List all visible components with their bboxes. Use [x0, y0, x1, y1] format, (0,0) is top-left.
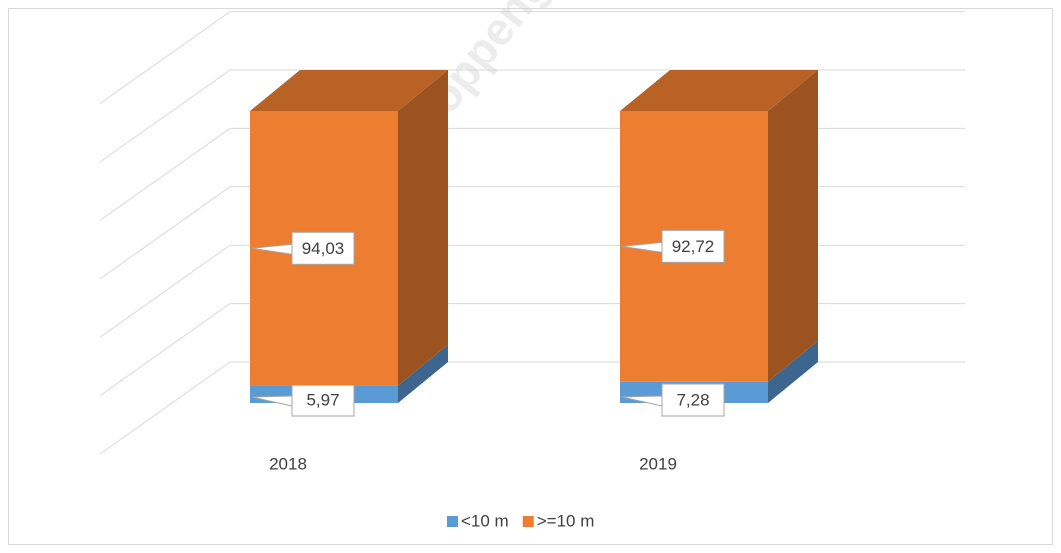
bar-side [768, 340, 818, 403]
legend-label: <10 m [461, 511, 509, 530]
legend-swatch [522, 516, 534, 527]
data-label: 5,97 [306, 390, 339, 409]
data-label: 94,03 [302, 239, 345, 258]
grid-line [99, 11, 965, 105]
label-box [291, 231, 355, 265]
x-tick-label: 2018 [269, 454, 307, 473]
legend-swatch [447, 516, 458, 527]
label-box [661, 229, 725, 263]
legend-label: >=10 m [537, 511, 595, 530]
bar-side [398, 70, 448, 386]
label-box [291, 383, 355, 417]
bar-side [398, 344, 448, 403]
bar-top [620, 70, 818, 111]
x-tick-label: 2019 [639, 454, 677, 473]
data-label: 7,28 [676, 390, 709, 409]
data-label: 92,72 [672, 237, 715, 256]
chart-border [8, 8, 1053, 545]
bar-segment [250, 70, 448, 386]
bar-side [768, 70, 818, 382]
label-box [661, 383, 725, 417]
bar-top [250, 70, 448, 111]
bar-segment [620, 70, 818, 382]
